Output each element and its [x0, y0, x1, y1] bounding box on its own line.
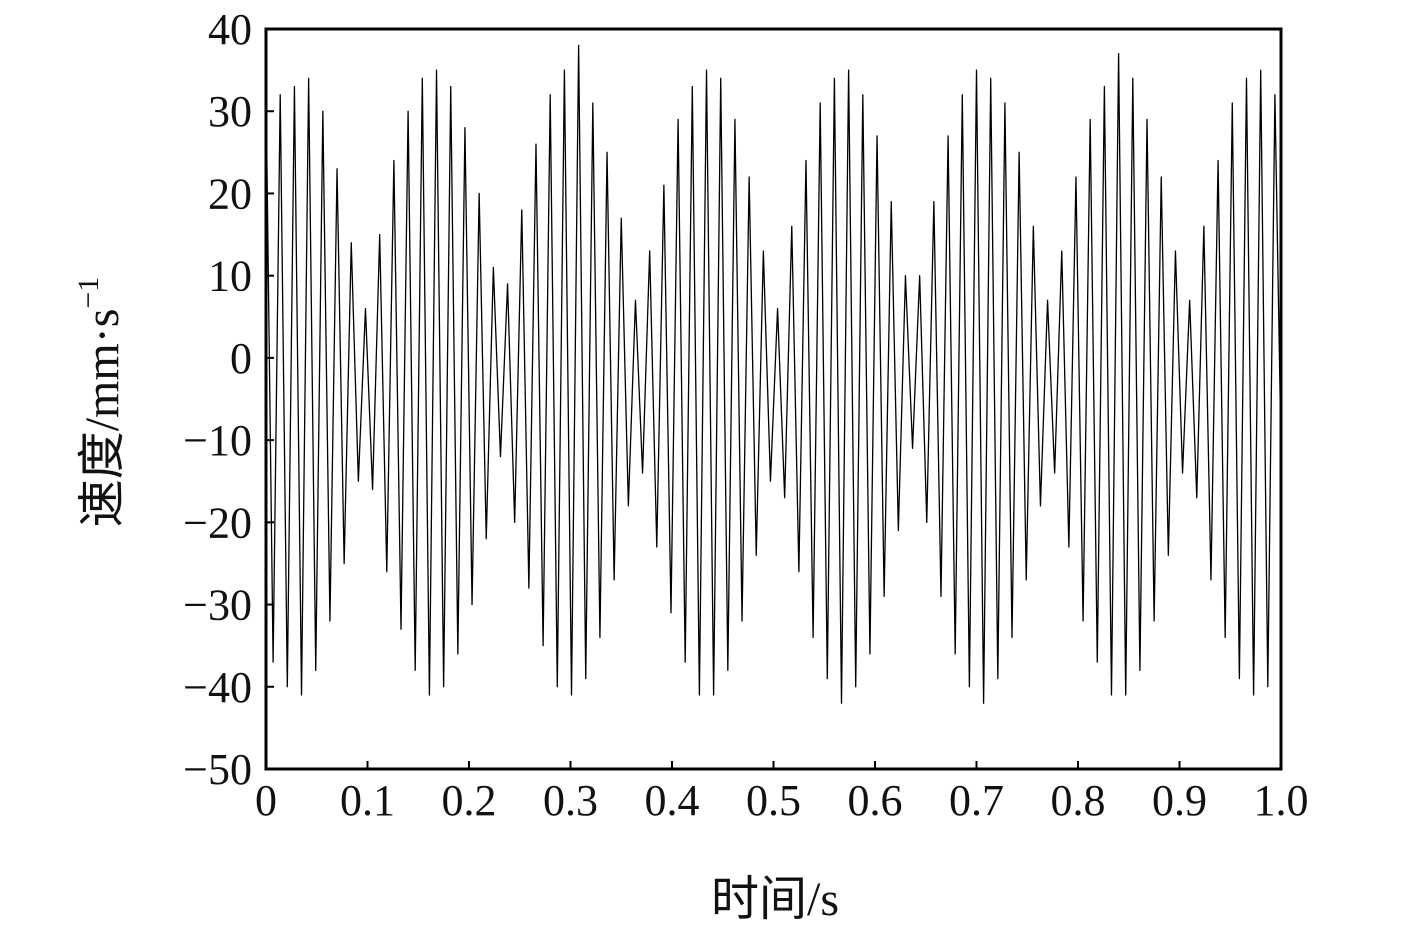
y-tick-label: −50	[183, 745, 252, 794]
x-tick-label: 0.9	[1152, 776, 1207, 825]
y-tick-label: −40	[183, 663, 252, 712]
data-line	[265, 44, 1282, 704]
x-tick-label: 0.5	[746, 776, 801, 825]
x-tick-label: 0	[255, 776, 277, 825]
y-axis-label-text: 速度/mm·s	[76, 309, 129, 528]
x-tick-label: 0.2	[442, 776, 497, 825]
x-tick-label: 0.1	[340, 776, 395, 825]
y-tick-label: 0	[230, 334, 252, 383]
y-tick-label: −20	[183, 498, 252, 547]
x-tick-label: 0.4	[645, 776, 700, 825]
y-tick-label: 20	[208, 169, 252, 218]
x-tick-label: 0.6	[848, 776, 903, 825]
x-tick-label: 0.7	[949, 776, 1004, 825]
y-tick-label: −30	[183, 581, 252, 630]
x-tick-label: 0.3	[543, 776, 598, 825]
x-axis-label: 时间/s	[711, 873, 839, 926]
x-tick-label: 0.8	[1051, 776, 1106, 825]
y-axis-label-superscript: −1	[72, 277, 105, 309]
x-tick-label: 1.0	[1254, 776, 1309, 825]
y-axis-label: 速度/mm·s−1	[72, 277, 129, 528]
y-tick-label: 10	[208, 252, 252, 301]
y-tick-label: 30	[208, 87, 252, 136]
y-tick-label: 40	[208, 5, 252, 54]
plot-frame	[264, 27, 1283, 771]
y-tick-label: −10	[183, 416, 252, 465]
